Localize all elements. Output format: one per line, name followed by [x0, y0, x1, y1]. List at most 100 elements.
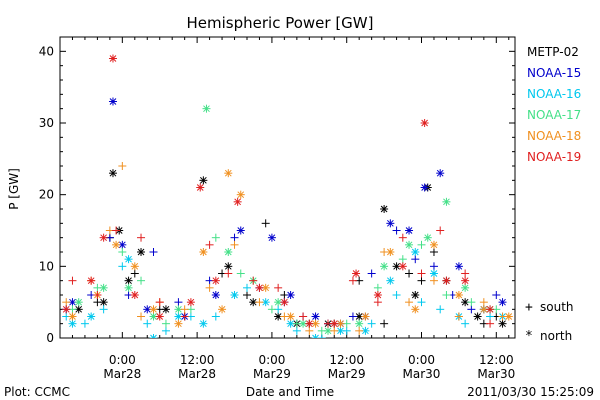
noaa-17-south-point	[267, 305, 276, 314]
noaa-17-south-point	[442, 291, 451, 299]
satellite-legend: METP-02 NOAA-15 NOAA-16 NOAA-17 NOAA-18 NOAA-…	[527, 45, 581, 164]
x-tick-date-label: Mar28	[178, 367, 216, 381]
noaa-19-north-point	[87, 276, 96, 285]
noaa-18-north-point	[112, 240, 121, 249]
noaa-19-north-point	[352, 269, 361, 278]
noaa-16-north-point	[124, 255, 133, 264]
noaa-15-south-point	[411, 255, 420, 264]
noaa-16-south-point	[461, 319, 470, 328]
noaa-16-north-point	[199, 319, 208, 328]
noaa-15-south-point	[467, 305, 476, 314]
noaa-18-north-point	[224, 169, 233, 178]
noaa-16-south-point	[292, 326, 301, 335]
y-tick-label: 30	[39, 116, 54, 130]
metp-02-south-point	[417, 276, 426, 285]
x-tick-time-label: 0:00	[408, 353, 435, 367]
noaa-16-south-point	[80, 319, 89, 328]
noaa-19-north-point	[461, 276, 470, 285]
x-tick-date-label: Mar30	[403, 367, 441, 381]
metp-02-north-point	[199, 176, 208, 185]
noaa-16-south-point	[392, 291, 401, 299]
noaa-15-north-point	[236, 226, 245, 235]
metp-02-north-point	[274, 312, 283, 321]
noaa-18-south-point	[405, 298, 414, 307]
noaa-17-south-point	[373, 283, 382, 292]
noaa-18-south-point	[330, 326, 339, 335]
y-tick-label: 20	[39, 188, 54, 202]
noaa-16-south-point	[211, 312, 220, 321]
noaa-18-north-point	[286, 312, 295, 321]
hemisphere-legend-symbol: +	[525, 300, 533, 315]
noaa-16-south-point	[436, 305, 445, 314]
noaa-17-south-point	[417, 240, 426, 249]
noaa-18-north-point	[130, 262, 139, 271]
noaa-18-south-point	[118, 162, 127, 170]
noaa-15-north-point	[311, 312, 320, 321]
y-tick-label: 0	[46, 331, 54, 345]
noaa-15-south-point	[392, 226, 401, 235]
y-tick-label: 40	[39, 44, 54, 58]
noaa-19-north-point	[186, 298, 195, 307]
noaa-19-south-point	[249, 276, 258, 285]
noaa-16-north-point	[87, 312, 96, 321]
noaa-17-south-point	[118, 248, 127, 256]
noaa-17-north-point	[442, 197, 451, 206]
noaa-19-north-point	[62, 305, 71, 314]
legend-entry: NOAA-15	[527, 66, 581, 80]
data-points	[62, 54, 513, 338]
noaa-16-north-point	[311, 334, 320, 338]
noaa-19-north-point	[305, 319, 314, 328]
noaa-17-south-point	[236, 269, 245, 278]
legend-entry: NOAA-19	[527, 150, 581, 164]
noaa-15-south-point	[230, 233, 239, 242]
noaa-17-south-point	[398, 255, 407, 264]
noaa-19-south-point	[373, 298, 382, 307]
noaa-19-south-point	[398, 233, 407, 242]
hemisphere-legend-label: north	[540, 329, 572, 343]
noaa-18-north-point	[236, 190, 245, 199]
noaa-18-south-point	[355, 326, 364, 335]
noaa-16-south-point	[118, 262, 127, 271]
noaa-16-south-point	[143, 319, 152, 328]
noaa-19-south-point	[461, 269, 470, 278]
noaa-15-north-point	[108, 97, 117, 106]
legend-entry: NOAA-18	[527, 129, 581, 143]
noaa-16-north-point	[68, 319, 77, 328]
plot-frame	[59, 36, 516, 339]
noaa-15-north-point	[267, 233, 276, 242]
noaa-19-north-point	[99, 233, 108, 242]
noaa-18-north-point	[68, 312, 77, 321]
noaa-16-south-point	[99, 305, 108, 314]
noaa-19-south-point	[274, 283, 283, 292]
metp-02-north-point	[74, 305, 83, 314]
noaa-19-south-point	[486, 319, 495, 328]
x-tick-date-label: Mar28	[103, 367, 141, 381]
noaa-16-south-point	[417, 298, 426, 307]
noaa-15-south-point	[492, 291, 501, 299]
legend-entry: NOAA-17	[527, 108, 581, 122]
noaa-18-north-point	[199, 248, 208, 256]
noaa-18-south-point	[205, 283, 214, 292]
x-tick-date-label: Mar30	[477, 367, 515, 381]
noaa-17-north-point	[202, 104, 211, 113]
hemisphere-legend-symbol: *	[525, 329, 533, 344]
noaa-15-north-point	[454, 262, 463, 271]
noaa-17-north-point	[74, 298, 83, 307]
noaa-15-north-point	[420, 183, 429, 192]
x-tick-date-label: Mar29	[328, 367, 366, 381]
noaa-17-north-point	[461, 283, 470, 292]
metp-02-south-point	[429, 248, 438, 256]
noaa-15-south-point	[429, 262, 438, 271]
noaa-15-south-point	[174, 298, 183, 307]
noaa-17-north-point	[405, 240, 414, 249]
plot-timestamp: 2011/03/30 15:25:09	[467, 385, 594, 399]
noaa-17-north-point	[380, 262, 389, 271]
noaa-19-north-point	[233, 197, 242, 206]
metp-02-north-point	[249, 298, 258, 307]
noaa-19-south-point	[348, 276, 357, 285]
noaa-19-north-point	[398, 262, 407, 271]
noaa-18-south-point	[305, 326, 314, 335]
metp-02-north-point	[498, 319, 507, 328]
noaa-19-south-point	[299, 312, 308, 321]
